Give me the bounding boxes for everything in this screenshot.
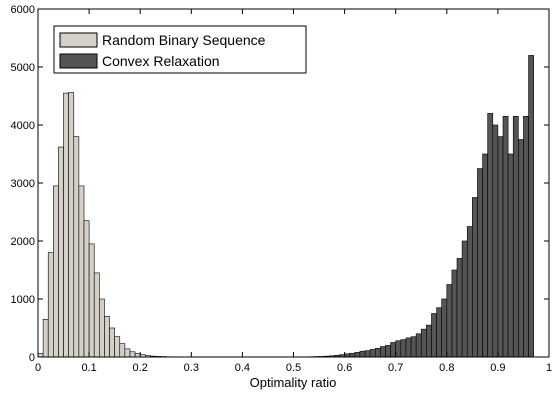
convex-bar xyxy=(466,226,473,358)
convex-bar xyxy=(482,153,488,358)
random-bar xyxy=(37,353,44,358)
y-tick-label: 2000 xyxy=(11,236,35,248)
convex-bar xyxy=(405,337,412,358)
convex-bar xyxy=(461,240,468,358)
random-bar xyxy=(109,327,115,358)
random-bar xyxy=(88,243,95,358)
random-bar xyxy=(47,252,54,358)
convex-bar xyxy=(451,269,458,358)
convex-bar xyxy=(354,352,361,358)
convex-bar xyxy=(395,340,402,358)
convex-bar xyxy=(502,116,509,358)
convex-bar xyxy=(528,55,534,358)
x-tick-label: 0.5 xyxy=(286,362,301,374)
convex-bar xyxy=(512,116,519,358)
random-bar xyxy=(134,353,141,358)
convex-bar xyxy=(492,124,499,358)
convex-bar xyxy=(390,342,396,358)
x-tick-label: 0.3 xyxy=(184,362,199,374)
x-tick-label: 0 xyxy=(35,362,41,374)
convex-bar xyxy=(420,328,427,358)
random-bar xyxy=(42,318,49,358)
random-bar xyxy=(78,185,85,358)
convex-bar xyxy=(441,298,448,358)
x-tick-label: 0.1 xyxy=(81,362,96,374)
y-tick-label: 1000 xyxy=(11,294,35,306)
convex-bar xyxy=(497,136,504,358)
x-axis-ticks: 0 0.1 0.2 0.3 0.4 0.5 0.6 0.7 0.8 0.9 1 xyxy=(35,9,552,374)
legend-label-random-binary-sequence: Random Binary Sequence xyxy=(102,32,266,48)
convex-bar xyxy=(426,324,432,358)
x-tick-label: 0.2 xyxy=(133,362,148,374)
random-bar xyxy=(53,185,59,358)
y-tick-label: 3000 xyxy=(11,178,35,190)
convex-bar xyxy=(374,347,381,358)
random-bar xyxy=(119,343,126,358)
y-tick-label: 0 xyxy=(29,352,35,364)
convex-bar xyxy=(456,258,463,358)
x-tick-label: 0.9 xyxy=(490,362,505,374)
convex-bar xyxy=(523,116,529,358)
random-bar xyxy=(99,298,105,358)
convex-bar xyxy=(385,345,391,358)
convex-bar xyxy=(349,352,356,358)
x-tick-label: 0.7 xyxy=(388,362,403,374)
convex-bar xyxy=(431,313,437,358)
random-bar xyxy=(114,336,121,358)
series-convex-relaxation xyxy=(88,55,534,358)
legend-swatch-convex-relaxation xyxy=(59,53,98,69)
legend-label-convex-relaxation: Convex Relaxation xyxy=(102,53,220,69)
x-tick-label: 1 xyxy=(546,362,552,374)
y-tick-label: 6000 xyxy=(11,4,35,16)
convex-bar xyxy=(380,346,386,358)
convex-bar xyxy=(477,168,483,358)
y-tick-label: 5000 xyxy=(11,62,35,74)
random-bar xyxy=(83,220,90,358)
random-bar xyxy=(124,348,131,358)
convex-bar xyxy=(415,333,422,358)
legend: Random Binary Sequence Convex Relaxation xyxy=(53,25,307,74)
random-bar xyxy=(58,146,64,358)
random-bar xyxy=(63,92,69,358)
random-bar xyxy=(129,351,136,358)
x-tick-label: 0.4 xyxy=(235,362,250,374)
random-bar xyxy=(68,92,75,358)
legend-swatch-random-binary-sequence xyxy=(59,32,98,48)
convex-bar xyxy=(518,139,524,358)
convex-bar xyxy=(400,339,407,358)
convex-bar xyxy=(446,284,453,358)
convex-bar xyxy=(487,113,494,358)
convex-bar xyxy=(369,349,376,358)
convex-bar xyxy=(436,307,442,358)
x-axis-label: Optimality ratio xyxy=(250,375,337,390)
convex-bar xyxy=(359,350,366,358)
y-tick-label: 4000 xyxy=(11,120,35,132)
convex-bar xyxy=(410,336,417,358)
convex-bar xyxy=(507,153,514,358)
random-bar xyxy=(73,136,80,358)
random-bar xyxy=(104,316,110,358)
series-random-binary-sequence xyxy=(37,92,192,358)
y-axis-ticks: 0 1000 2000 3000 4000 5000 6000 xyxy=(11,4,549,364)
random-bar xyxy=(93,272,100,358)
x-tick-label: 0.6 xyxy=(337,362,352,374)
x-tick-label: 0.8 xyxy=(439,362,454,374)
convex-bar xyxy=(472,197,478,358)
convex-bar xyxy=(364,350,371,358)
